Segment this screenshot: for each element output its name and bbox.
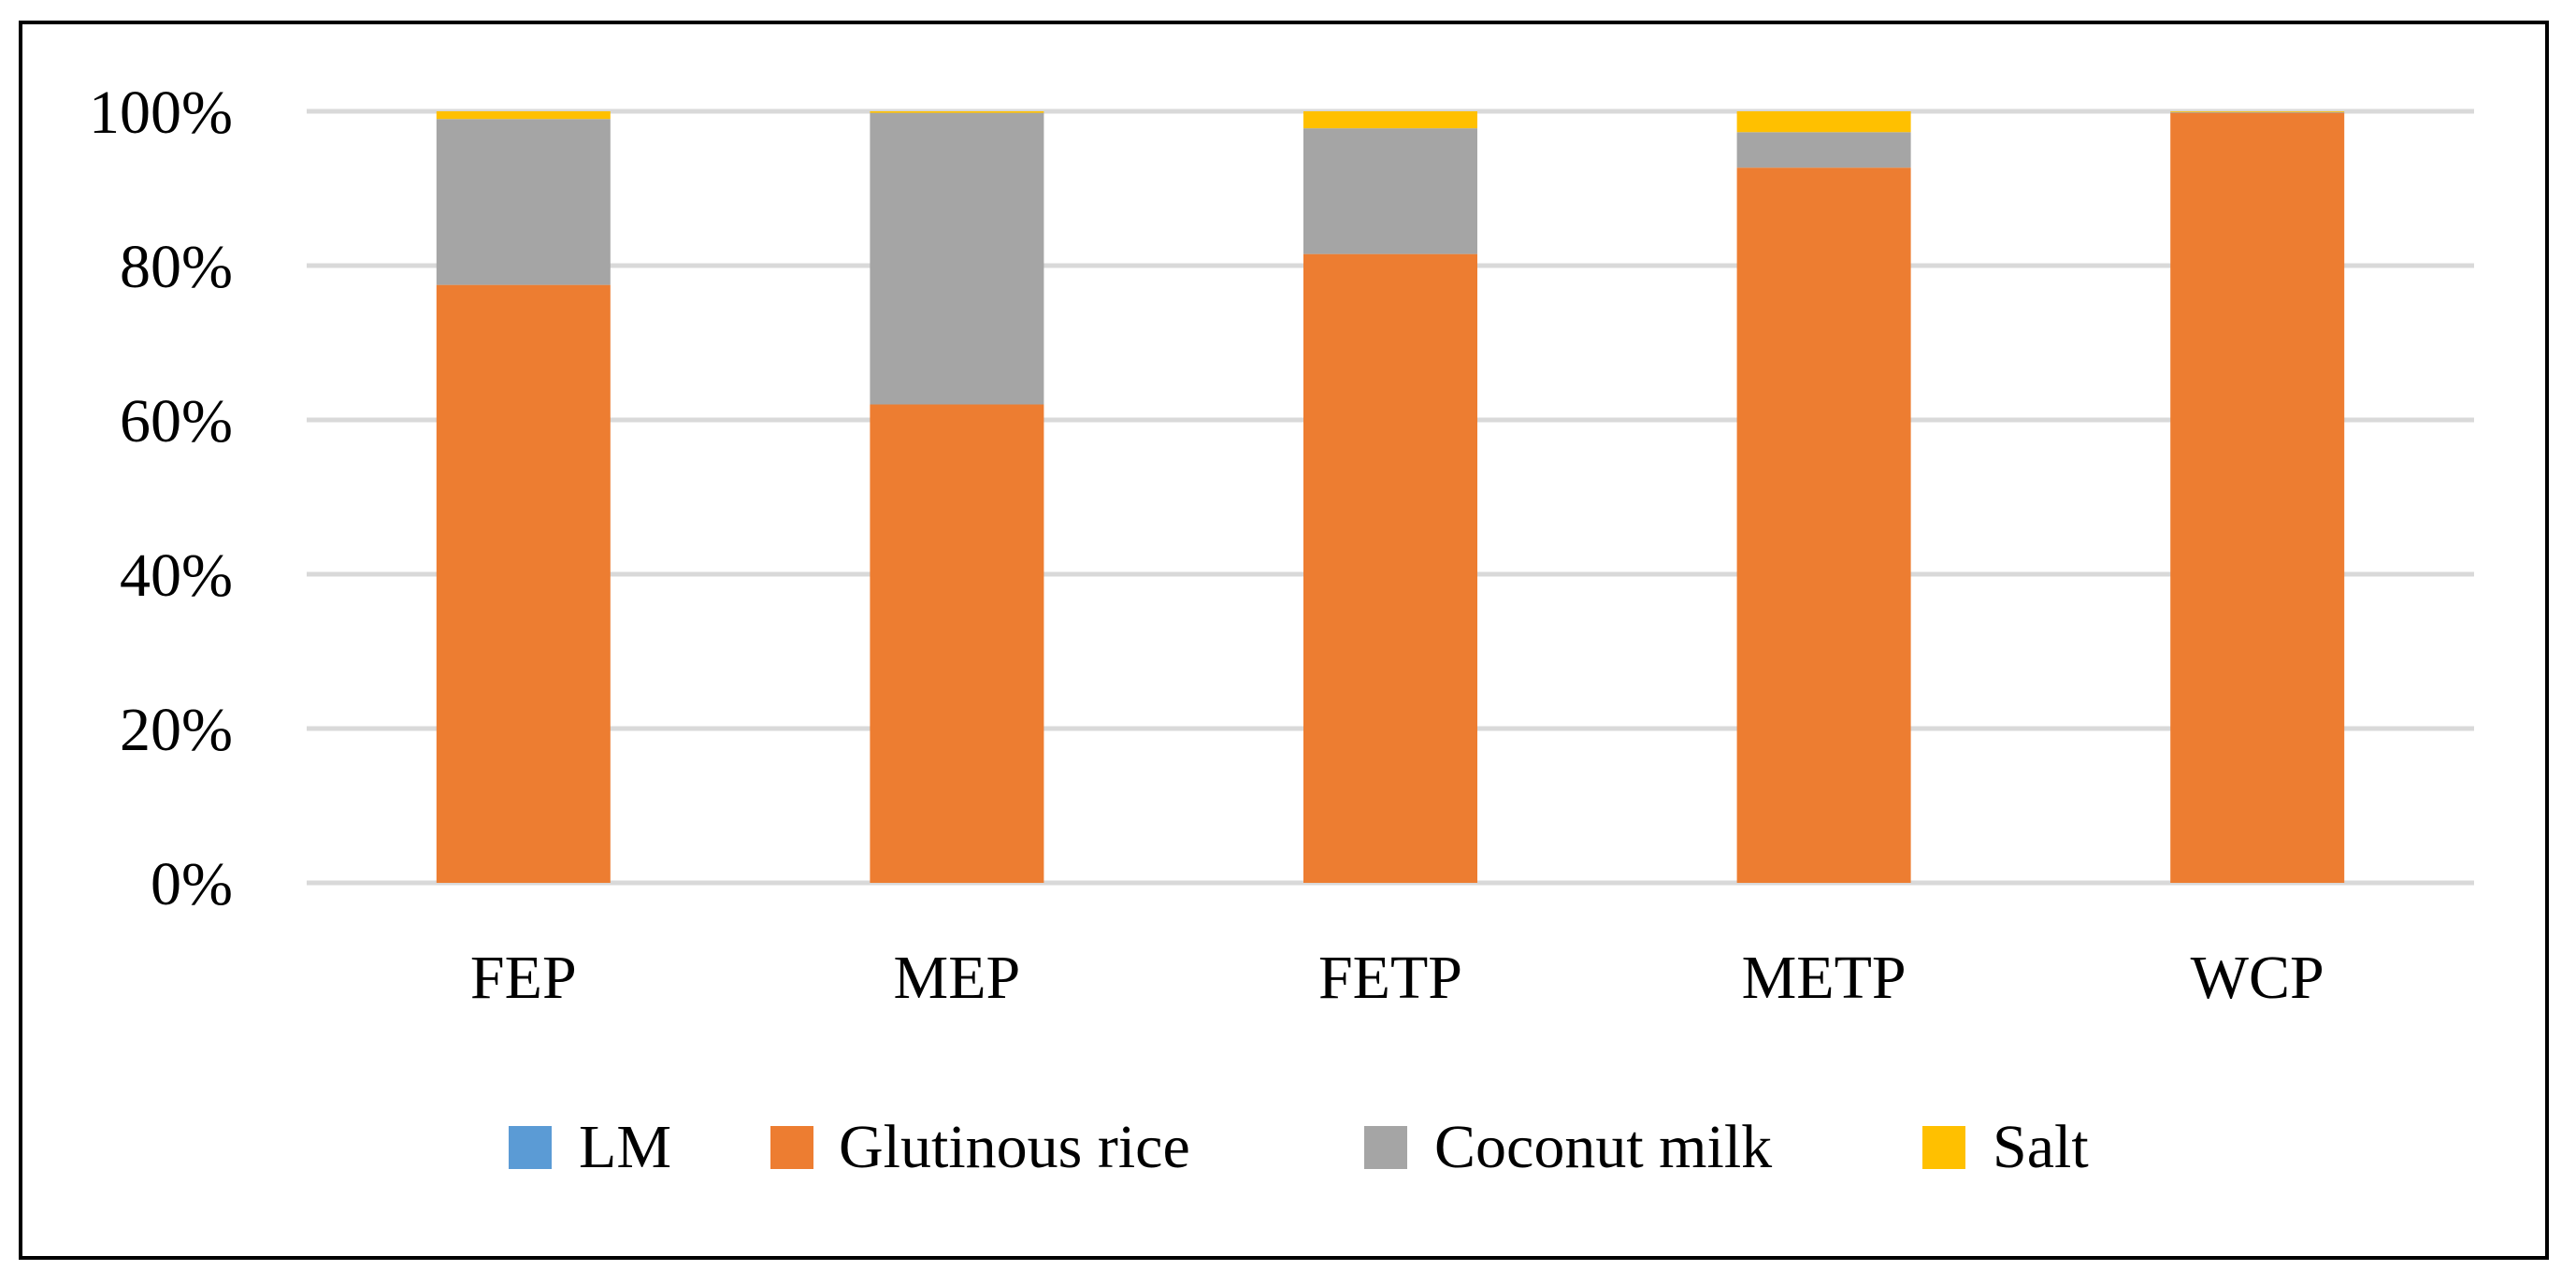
- legend-label: Glutinous rice: [839, 1113, 1190, 1181]
- bar-wcp-salt: [2170, 111, 2345, 112]
- y-tick-label: 40%: [120, 541, 233, 610]
- x-category-label: FEP: [470, 944, 577, 1012]
- x-category-label: METP: [1742, 944, 1907, 1012]
- y-tick-label: 60%: [120, 387, 233, 455]
- y-tick-label: 100%: [89, 79, 233, 147]
- x-axis-categories: FEP MEP FETP METP WCP: [470, 944, 2324, 1012]
- legend-swatch-coconut-milk: [1364, 1126, 1407, 1169]
- x-category-label: WCP: [2191, 944, 2324, 1012]
- y-tick-label: 0%: [151, 850, 233, 918]
- bar-wcp-coconut-milk: [2170, 111, 2345, 113]
- stacked-bar-chart: 0% 20% 40% 60% 80% 100% FEP MEP FETP METP WCP LM G…: [89, 79, 2474, 1181]
- y-tick-label: 20%: [120, 696, 233, 764]
- legend-swatch-salt: [1922, 1126, 1965, 1169]
- bar-fep-salt: [436, 111, 611, 120]
- bar-metp-coconut-milk: [1736, 132, 1911, 168]
- bar-fetp-salt: [1303, 111, 1477, 129]
- y-tick-label: 80%: [120, 233, 233, 301]
- bar-wcp-glutinous-rice: [2170, 112, 2345, 883]
- bar-fep-coconut-milk: [436, 119, 611, 285]
- legend-label: Coconut milk: [1434, 1113, 1772, 1181]
- bar-mep-salt: [870, 111, 1044, 113]
- bar-fep-glutinous-rice: [436, 284, 611, 883]
- bar-fetp-glutinous-rice: [1303, 253, 1477, 883]
- legend: LM Glutinous rice Coconut milk Salt: [509, 1113, 2089, 1181]
- legend-swatch-lm: [509, 1126, 552, 1169]
- y-axis-ticks: 0% 20% 40% 60% 80% 100%: [89, 79, 233, 918]
- legend-swatch-glutinous-rice: [770, 1126, 813, 1169]
- legend-label: LM: [579, 1113, 671, 1181]
- bar-fetp-coconut-milk: [1303, 128, 1477, 254]
- x-category-label: MEP: [894, 944, 1021, 1012]
- bar-mep-coconut-milk: [870, 112, 1044, 405]
- bars: [436, 111, 2345, 884]
- legend-label: Salt: [1993, 1113, 2089, 1181]
- x-category-label: FETP: [1318, 944, 1462, 1012]
- bar-metp-salt: [1736, 111, 1911, 133]
- bar-metp-glutinous-rice: [1736, 167, 1911, 884]
- bar-mep-glutinous-rice: [870, 404, 1044, 883]
- chart-frame: 0% 20% 40% 60% 80% 100% FEP MEP FETP METP WCP LM G…: [19, 21, 2549, 1260]
